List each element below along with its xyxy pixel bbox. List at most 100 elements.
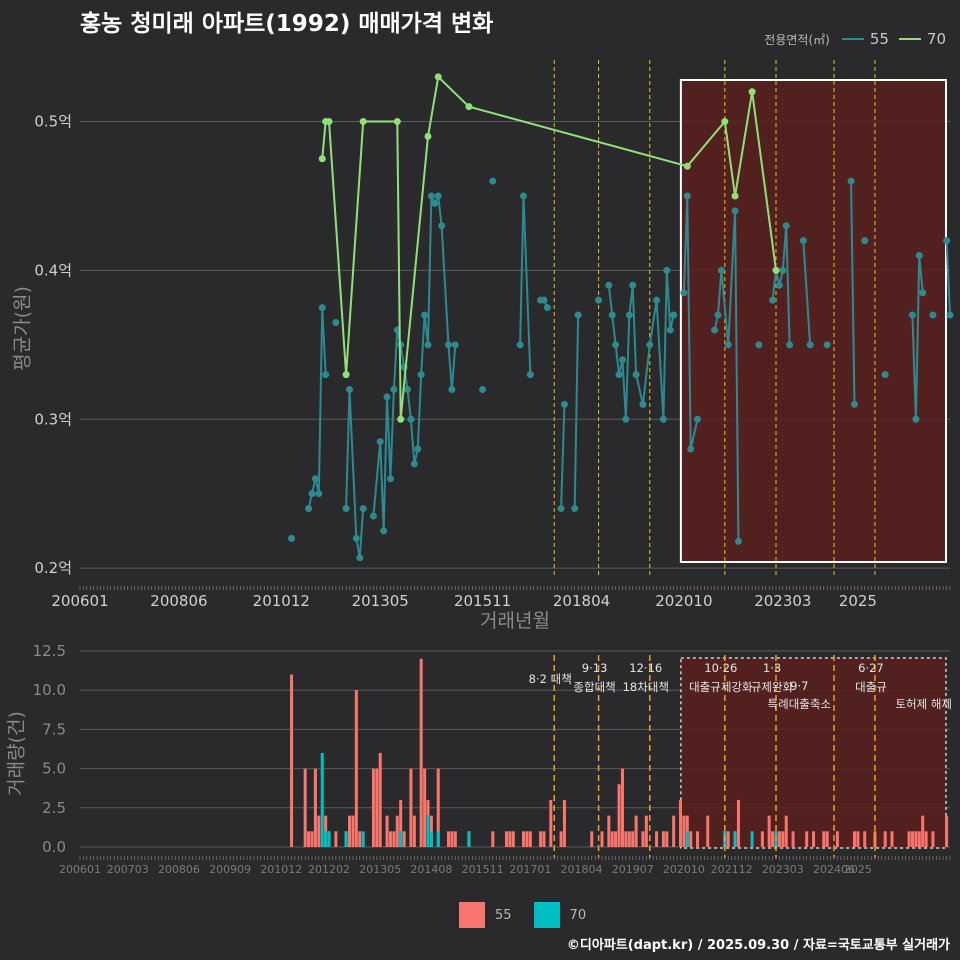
bar-55 bbox=[617, 784, 621, 847]
series-55-segment bbox=[392, 329, 399, 390]
bar-55 bbox=[395, 815, 399, 847]
series-55-point bbox=[288, 534, 296, 542]
series-55-segment bbox=[416, 374, 423, 450]
legend-swatch-55 bbox=[841, 38, 864, 40]
series-55-point bbox=[356, 554, 364, 562]
series-70-point bbox=[465, 103, 473, 111]
series-55-segment bbox=[662, 270, 668, 420]
bar-55 bbox=[409, 768, 413, 847]
bar-70 bbox=[436, 831, 440, 847]
policy-annotation: 대출규제강화 bbox=[689, 680, 753, 694]
legend-label-70: 70 bbox=[926, 30, 946, 48]
highlight-region bbox=[679, 79, 947, 563]
legend-label-55: 55 bbox=[869, 30, 889, 48]
series-55-segment bbox=[348, 389, 358, 539]
series-55-point bbox=[543, 304, 551, 312]
series-55-segment bbox=[624, 315, 631, 420]
policy-annotation: 대출규 bbox=[855, 680, 887, 694]
series-55-point bbox=[711, 326, 719, 334]
bar-55 bbox=[791, 831, 795, 847]
price-x-tick: 2025 bbox=[839, 592, 877, 610]
bar-55 bbox=[835, 831, 839, 847]
bar-55 bbox=[726, 831, 730, 847]
series-55-point bbox=[322, 371, 330, 379]
series-55-point bbox=[404, 385, 412, 393]
bar-55 bbox=[419, 658, 423, 847]
bar-55 bbox=[634, 815, 638, 847]
bar-55 bbox=[767, 815, 771, 847]
series-55-point bbox=[386, 475, 394, 483]
bar-55 bbox=[914, 831, 918, 847]
bar-55 bbox=[371, 768, 375, 847]
series-55-point bbox=[305, 505, 313, 513]
legend2-label-70: 70 bbox=[569, 907, 587, 923]
bar-55 bbox=[528, 831, 532, 847]
series-55-point bbox=[823, 341, 831, 349]
volume-x-tick: 200703 bbox=[107, 863, 149, 876]
bar-55 bbox=[562, 799, 566, 847]
series-55-segment bbox=[573, 315, 580, 509]
series-55-segment bbox=[716, 270, 723, 316]
bar-55 bbox=[655, 831, 659, 847]
series-55-point bbox=[540, 296, 548, 304]
bar-55 bbox=[620, 768, 624, 847]
series-70-segment bbox=[345, 121, 365, 375]
bar-55 bbox=[678, 799, 682, 847]
bar-55 bbox=[883, 831, 887, 847]
bar-55 bbox=[736, 799, 740, 847]
bar-55 bbox=[945, 815, 949, 847]
chart-title: 홍농 청미래 아파트(1992) 매매가격 변화 bbox=[80, 11, 494, 37]
series-55-point bbox=[489, 177, 497, 185]
series-55-point bbox=[608, 311, 616, 319]
series-55-point bbox=[629, 281, 637, 289]
series-70-segment bbox=[321, 121, 327, 159]
series-55-segment bbox=[317, 307, 324, 494]
series-55-segment bbox=[614, 344, 621, 375]
policy-annotation: 규제완화 bbox=[751, 680, 794, 694]
series-55-point bbox=[359, 505, 367, 513]
bar-55 bbox=[689, 831, 693, 847]
series-55-point bbox=[615, 371, 623, 379]
policy-annotation: 6·27 bbox=[858, 661, 884, 675]
series-55-segment bbox=[447, 344, 453, 390]
series-55-point bbox=[632, 371, 640, 379]
volume-x-tick: 200909 bbox=[209, 863, 251, 876]
bar-55 bbox=[378, 752, 382, 847]
volume-x-tick: 200806 bbox=[158, 863, 200, 876]
series-55-segment bbox=[641, 344, 651, 405]
bar-55 bbox=[863, 831, 867, 847]
bar-70 bbox=[344, 831, 348, 847]
bar-55 bbox=[812, 831, 816, 847]
series-70-point bbox=[397, 415, 405, 423]
series-55-point bbox=[431, 199, 439, 207]
volume-x-tick: 201701 bbox=[509, 863, 551, 876]
bar-55 bbox=[590, 831, 594, 847]
series-55-point bbox=[755, 341, 763, 349]
series-55-segment bbox=[648, 300, 658, 345]
series-55-point bbox=[308, 490, 316, 498]
bar-55 bbox=[627, 831, 631, 847]
series-70-point bbox=[318, 155, 326, 163]
price-y-tick: 0.3억 bbox=[34, 410, 72, 428]
series-55-segment bbox=[420, 314, 426, 375]
bar-55 bbox=[771, 831, 775, 847]
bar-55 bbox=[682, 815, 686, 847]
bar-55 bbox=[491, 831, 495, 847]
series-55-point bbox=[919, 289, 927, 297]
series-55-point bbox=[560, 400, 568, 408]
series-70-point bbox=[731, 192, 739, 200]
series-55-point bbox=[653, 296, 661, 304]
bar-55 bbox=[607, 815, 611, 847]
series-55-segment bbox=[406, 389, 412, 420]
series-55-point bbox=[779, 266, 787, 274]
bar-55 bbox=[388, 831, 392, 847]
series-70-point bbox=[359, 118, 367, 126]
bar-55 bbox=[822, 831, 826, 847]
volume-x-tick: 202112 bbox=[711, 863, 753, 876]
bar-55 bbox=[453, 831, 457, 847]
series-70-segment bbox=[399, 136, 429, 420]
series-55-point bbox=[929, 311, 937, 319]
series-55-point bbox=[318, 304, 326, 312]
bar-55 bbox=[910, 831, 914, 847]
bar-70 bbox=[320, 752, 324, 847]
